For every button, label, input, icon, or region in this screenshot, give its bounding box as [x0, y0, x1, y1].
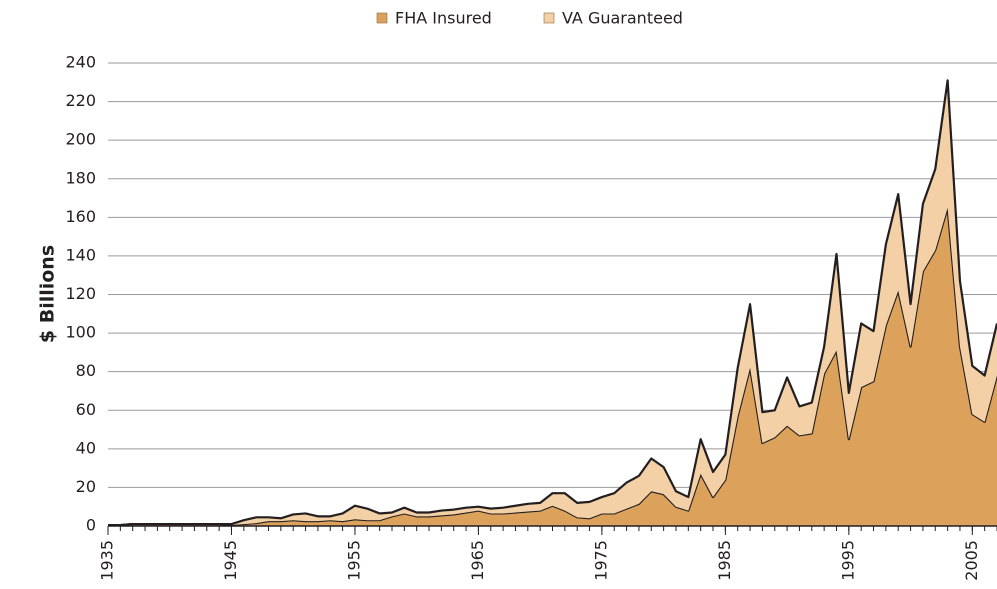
y-axis-label: $ Billions — [37, 245, 59, 343]
area-outline — [108, 79, 997, 527]
area — [108, 207, 997, 526]
y-tick-label: 0 — [86, 516, 96, 535]
y-tick-label: 140 — [65, 245, 96, 264]
x-tick-label: 1945 — [221, 540, 240, 581]
x-tick-label: 1995 — [838, 540, 857, 581]
y-tick-label: 240 — [65, 53, 96, 72]
legend-swatch — [376, 12, 388, 24]
legend-swatch — [543, 12, 555, 24]
legend-label: FHA Insured — [395, 9, 492, 28]
y-tick-label: 220 — [65, 91, 96, 110]
y-tick-label: 20 — [76, 477, 96, 496]
x-tick-label: 1975 — [591, 540, 610, 581]
y-tick-label: 180 — [65, 168, 96, 187]
y-tick-label: 200 — [65, 130, 96, 149]
y-tick-label: 40 — [76, 438, 96, 457]
x-tick-label: 1965 — [468, 540, 487, 581]
x-tick-label: 2005 — [962, 540, 981, 581]
x-tick-label: 1985 — [715, 540, 734, 581]
y-tick-label: 120 — [65, 284, 96, 303]
x-tick-label: 1955 — [344, 540, 363, 581]
legend-label: VA Guaranteed — [562, 9, 683, 28]
area — [108, 80, 997, 526]
y-tick-label: 60 — [76, 400, 96, 419]
y-tick-label: 100 — [65, 323, 96, 342]
y-tick-label: 80 — [76, 361, 96, 380]
x-tick-label: 1935 — [98, 540, 117, 581]
y-tick-label: 160 — [65, 207, 96, 226]
